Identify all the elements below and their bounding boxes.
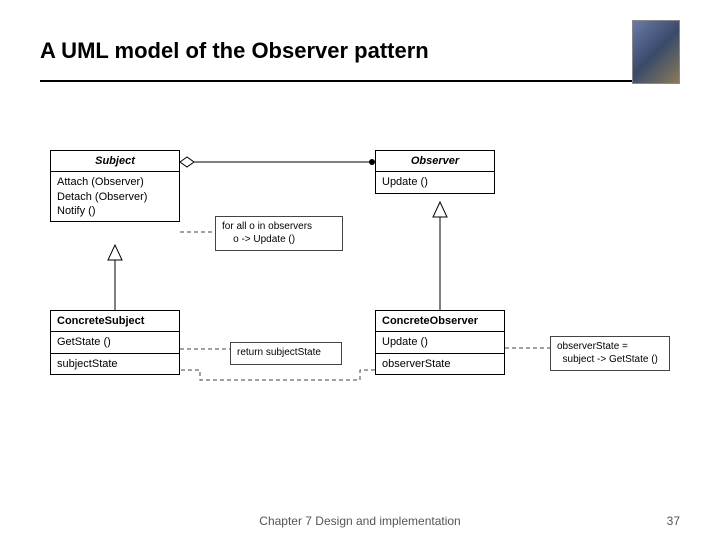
class-title: Subject	[51, 151, 179, 172]
op: Update ()	[382, 335, 498, 349]
uml-class-concrete-observer: ConcreteObserver Update () observerState	[375, 310, 505, 375]
footer-page-number: 37	[667, 514, 680, 528]
op: GetState ()	[57, 335, 173, 349]
slide-title: A UML model of the Observer pattern	[40, 38, 429, 64]
attr: subjectState	[57, 357, 173, 371]
title-rule	[40, 80, 680, 82]
note-line: for all o in observers	[222, 221, 336, 234]
class-operations: GetState ()	[51, 332, 179, 353]
class-attributes: observerState	[376, 354, 504, 374]
uml-note-update: observerState = subject -> GetState ()	[550, 336, 670, 371]
book-cover-thumbnail	[632, 20, 680, 84]
uml-note-getstate: return subjectState	[230, 342, 342, 365]
op: Detach (Observer)	[57, 190, 173, 204]
note-line: return subjectState	[237, 347, 335, 360]
op: Notify ()	[57, 204, 173, 218]
class-attributes: subjectState	[51, 354, 179, 374]
attr: observerState	[382, 357, 498, 371]
op: Attach (Observer)	[57, 175, 173, 189]
footer-chapter: Chapter 7 Design and implementation	[259, 514, 460, 528]
class-operations: Attach (Observer) Detach (Observer) Noti…	[51, 172, 179, 221]
uml-class-subject: Subject Attach (Observer) Detach (Observ…	[50, 150, 180, 222]
uml-class-observer: Observer Update ()	[375, 150, 495, 194]
class-operations: Update ()	[376, 332, 504, 353]
class-title: Observer	[376, 151, 494, 172]
op: Update ()	[382, 175, 488, 189]
class-title: ConcreteSubject	[51, 311, 179, 332]
uml-diagram: Subject Attach (Observer) Detach (Observ…	[30, 120, 690, 460]
note-line: observerState =	[557, 341, 663, 354]
note-line: subject -> GetState ()	[557, 354, 663, 367]
class-title: ConcreteObserver	[376, 311, 504, 332]
class-operations: Update ()	[376, 172, 494, 192]
uml-note-notify: for all o in observers o -> Update ()	[215, 216, 343, 251]
note-line: o -> Update ()	[222, 234, 336, 247]
uml-class-concrete-subject: ConcreteSubject GetState () subjectState	[50, 310, 180, 375]
